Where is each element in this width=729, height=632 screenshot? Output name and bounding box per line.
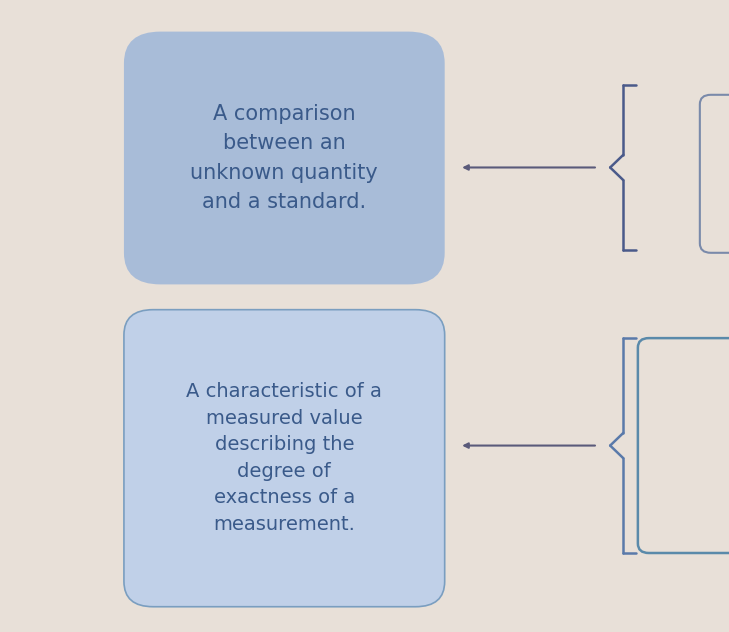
FancyBboxPatch shape <box>700 95 729 253</box>
FancyBboxPatch shape <box>638 338 729 553</box>
FancyBboxPatch shape <box>124 310 445 607</box>
FancyBboxPatch shape <box>124 32 445 284</box>
Text: A comparison
between an
unknown quantity
and a standard.: A comparison between an unknown quantity… <box>190 104 378 212</box>
Text: A characteristic of a
measured value
describing the
degree of
exactness of a
mea: A characteristic of a measured value des… <box>187 382 382 534</box>
